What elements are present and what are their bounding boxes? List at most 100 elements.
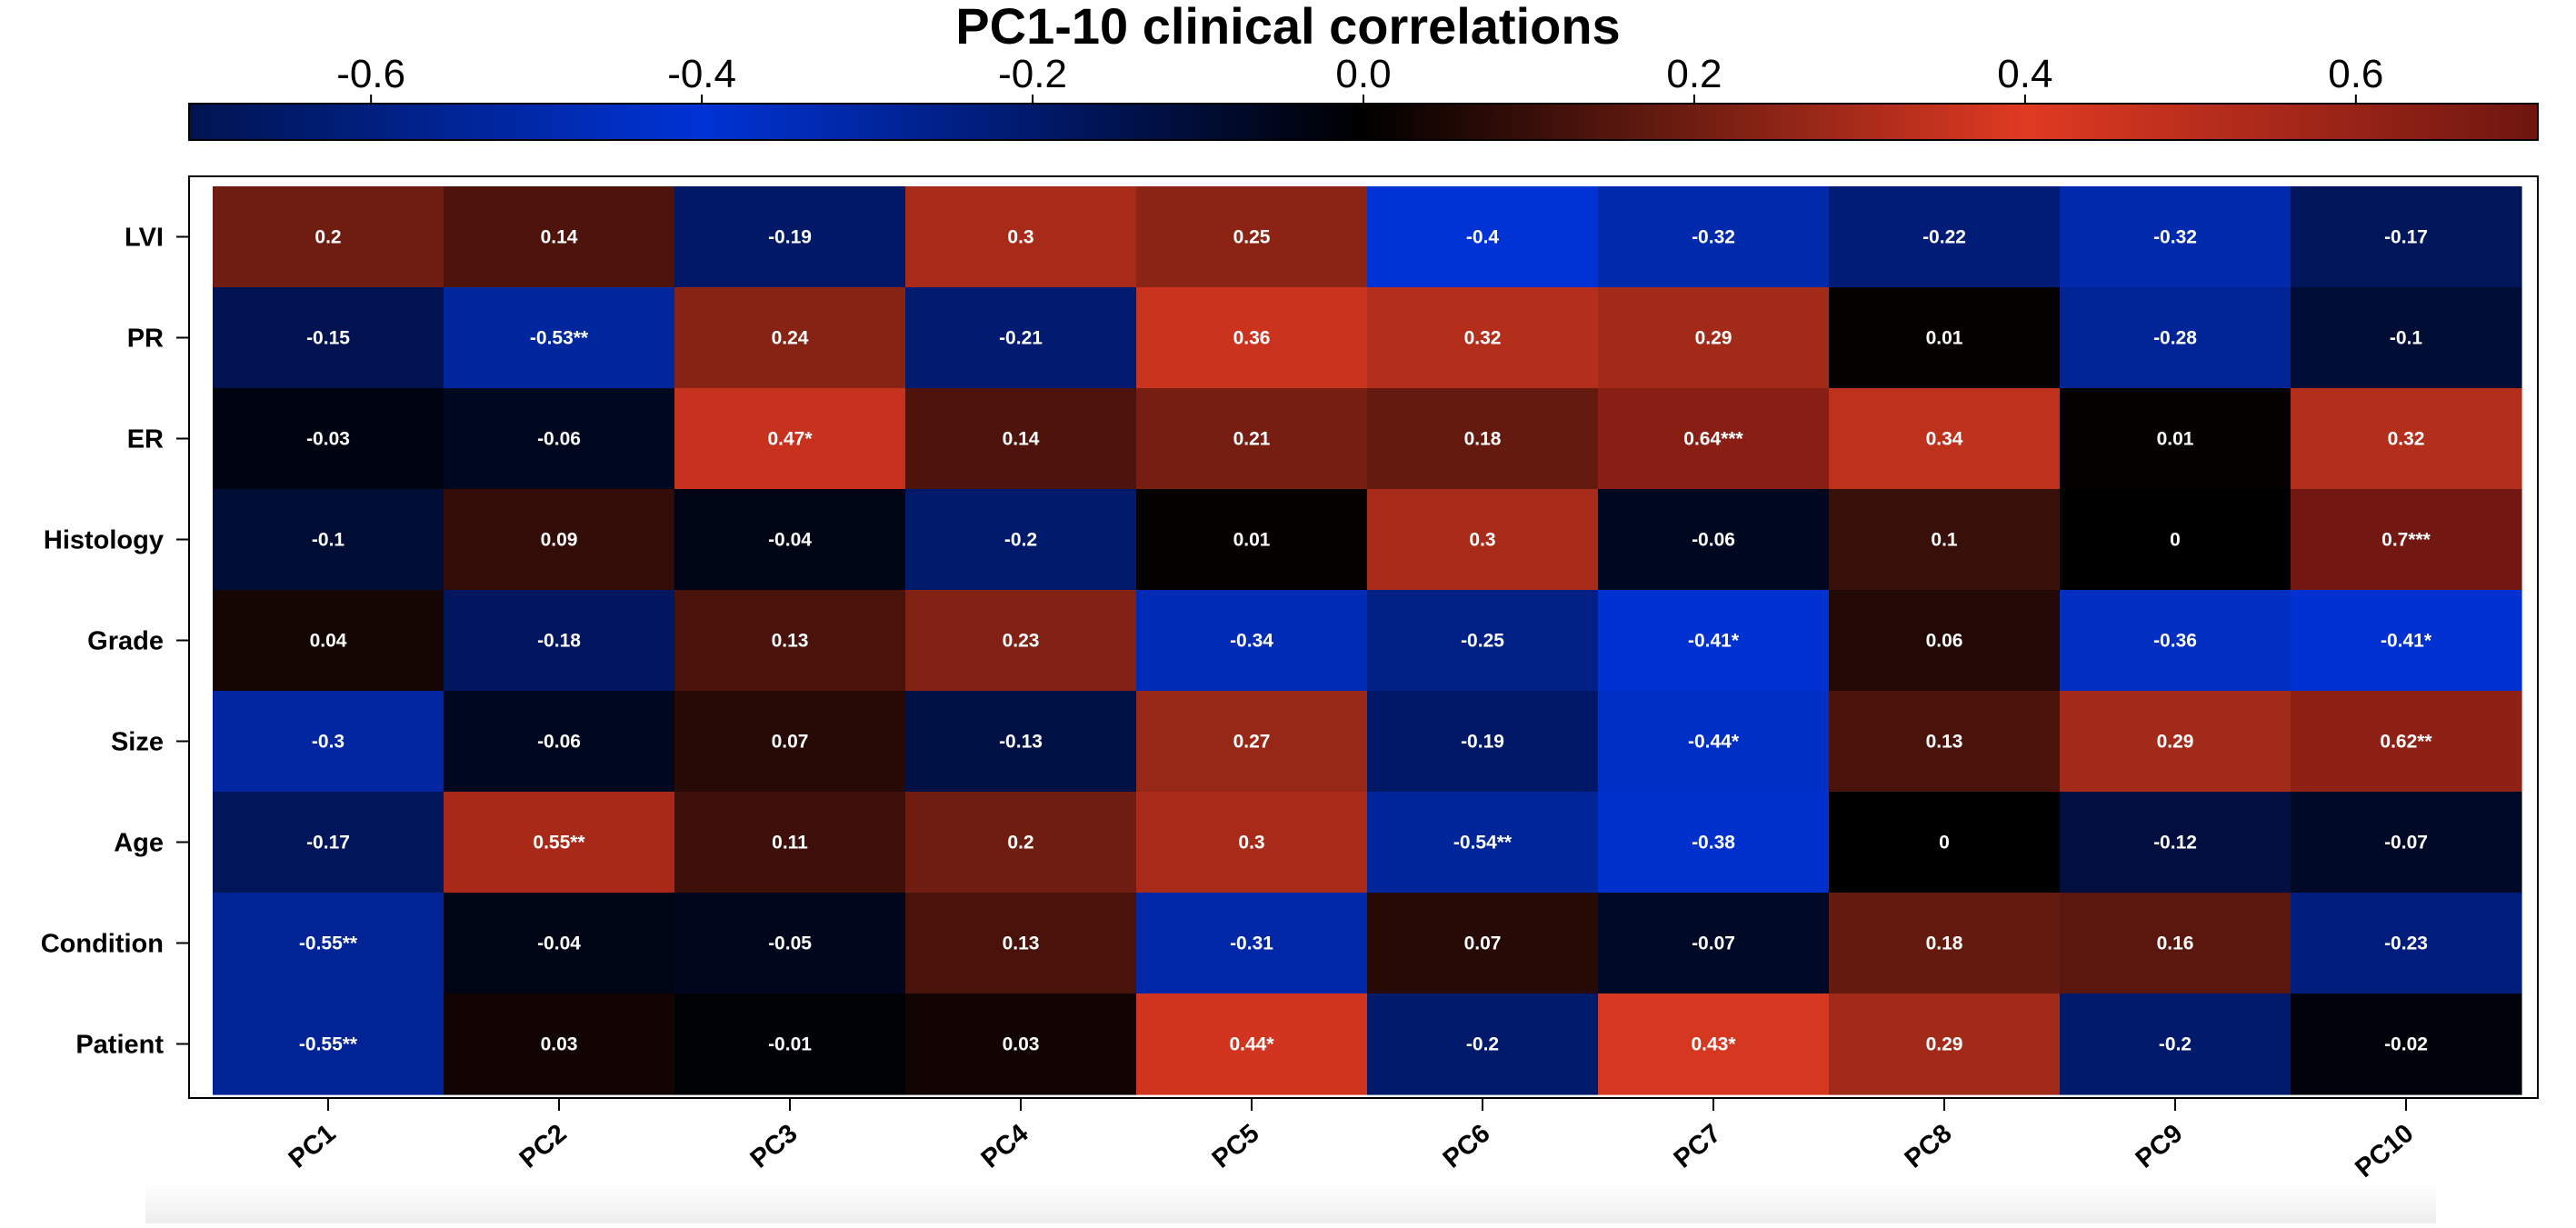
heatmap-cell — [674, 691, 906, 793]
heatmap-cell — [444, 590, 675, 692]
heatmap-cell — [2291, 893, 2522, 994]
heatmap-cell — [444, 287, 675, 389]
cell-value-label: 0.2 — [315, 227, 341, 248]
cell-value-label: 0.3 — [1007, 227, 1033, 248]
heatmap-cell — [905, 792, 1137, 894]
cell-value-label: 0.09 — [541, 530, 578, 551]
heatmap-cell — [213, 489, 444, 591]
heatmap-cell — [2291, 388, 2522, 490]
column-label: PC1 — [284, 1119, 342, 1174]
heatmap-cell — [674, 993, 906, 1095]
heatmap-cell — [674, 590, 906, 692]
cell-value-label: -0.44* — [1688, 732, 1740, 753]
colorbar-tick-label: -0.2 — [998, 52, 1067, 96]
cell-value-label: -0.21 — [999, 328, 1043, 349]
chart-title: PC1-10 clinical correlations — [955, 0, 1620, 55]
cell-value-label: 0.14 — [1003, 429, 1040, 450]
cell-value-label: 0.44* — [1229, 1034, 1274, 1055]
cell-value-label: -0.41* — [1688, 631, 1740, 652]
column-label: PC5 — [1207, 1119, 1265, 1174]
heatmap-cell — [213, 287, 444, 389]
heatmap-cell — [1829, 489, 2061, 591]
heatmap-cell — [2060, 792, 2291, 894]
heatmap-cell — [213, 186, 444, 288]
heatmap-cell — [1829, 893, 2061, 994]
heatmap-cell — [2060, 590, 2291, 692]
cell-value-label: 0.21 — [1233, 429, 1271, 450]
heatmap-cell — [1136, 388, 1368, 490]
row-label: Patient — [75, 1031, 164, 1060]
heatmap-cell — [2060, 186, 2291, 288]
heatmap-cell — [905, 590, 1137, 692]
cell-value-label: 0 — [1939, 833, 1950, 854]
cell-value-label: 0.07 — [772, 732, 809, 753]
cell-value-label: -0.06 — [1692, 530, 1735, 551]
heatmap-cell — [1136, 590, 1368, 692]
heatmap-cell — [1598, 691, 1830, 793]
cell-value-label: 0.11 — [772, 833, 808, 854]
cell-value-label: -0.06 — [537, 429, 581, 450]
cell-value-label: 0.47* — [767, 429, 813, 450]
cell-value-label: -0.2 — [2159, 1034, 2192, 1055]
cell-value-label: -0.34 — [1230, 631, 1273, 652]
cell-value-label: 0.43* — [1691, 1034, 1736, 1055]
heatmap-cell — [905, 388, 1137, 490]
heatmap-grid: 0.2 0.14 -0.19 0.3 0.25 -0.4 -0.32 -0.22 -0.32 -0… — [188, 175, 2539, 1099]
heatmap-cell — [1829, 792, 2061, 894]
colorbar-tick-label: 0.6 — [2328, 52, 2383, 96]
cell-value-label: -0.31 — [1230, 933, 1273, 954]
cell-value-label: 0.06 — [1926, 631, 1963, 652]
heatmap-cell — [1598, 186, 1830, 288]
cell-value-label: -0.54** — [1453, 833, 1513, 854]
cell-value-label: -0.15 — [306, 328, 350, 349]
cell-value-label: -0.04 — [768, 530, 812, 551]
cell-value-label: 0.01 — [1926, 328, 1963, 349]
heatmap-cell — [674, 792, 906, 894]
heatmap-cell — [1829, 287, 2061, 389]
cell-value-label: -0.3 — [312, 732, 344, 753]
row-label: Age — [114, 829, 164, 858]
heatmap-cell — [1598, 792, 1830, 894]
heatmap-cell — [2060, 388, 2291, 490]
row-labels: LVI PR ER Histology Grade Size Age Condition Pat… — [41, 224, 189, 1060]
row-label: LVI — [125, 224, 164, 253]
cell-value-label: -0.53** — [530, 328, 589, 349]
row-label: Grade — [87, 627, 164, 656]
column-label: PC8 — [1900, 1119, 1958, 1174]
heatmap-cell — [1598, 993, 1830, 1095]
cell-value-label: -0.41* — [2381, 631, 2432, 652]
heatmap-cell — [1598, 590, 1830, 692]
cell-value-label: -0.55** — [299, 933, 358, 954]
heatmap-cell — [905, 893, 1137, 994]
cell-value-label: 0.29 — [2157, 732, 2194, 753]
cell-value-label: -0.07 — [2384, 833, 2428, 854]
cell-value-label: 0.01 — [2157, 429, 2194, 450]
cell-value-label: 0.29 — [1695, 328, 1732, 349]
cell-value-label: -0.03 — [306, 429, 350, 450]
cell-value-label: 0.2 — [1007, 833, 1033, 854]
heatmap-cell — [674, 186, 906, 288]
cell-value-label: 0.25 — [1233, 227, 1271, 248]
cell-value-label: -0.06 — [537, 732, 581, 753]
cell-value-label: -0.07 — [1692, 933, 1735, 954]
cell-value-label: -0.02 — [2384, 1034, 2428, 1055]
cell-value-label: 0.55** — [533, 833, 585, 854]
heatmap-cell — [1829, 388, 2061, 490]
heatmap-cell — [1598, 287, 1830, 389]
cell-value-label: -0.04 — [537, 933, 581, 954]
bottom-shadow — [145, 1182, 2436, 1223]
cell-value-label: -0.28 — [2153, 328, 2197, 349]
heatmap-cell — [213, 792, 444, 894]
colorbar-tick-label: -0.4 — [667, 52, 736, 96]
row-label: ER — [127, 425, 164, 454]
column-labels: PC1 PC2 PC3 PC4 PC5 PC6 PC7 PC8 PC9 PC10 — [284, 1098, 2419, 1183]
heatmap-cell — [1136, 792, 1368, 894]
heatmap-cell — [905, 186, 1137, 288]
heatmap-cell — [1829, 186, 2061, 288]
cell-value-label: 0.29 — [1926, 1034, 1963, 1055]
heatmap-cell — [1136, 691, 1368, 793]
cell-value-label: 0.34 — [1926, 429, 1963, 450]
cell-value-label: -0.18 — [537, 631, 581, 652]
heatmap-cell — [2291, 691, 2522, 793]
